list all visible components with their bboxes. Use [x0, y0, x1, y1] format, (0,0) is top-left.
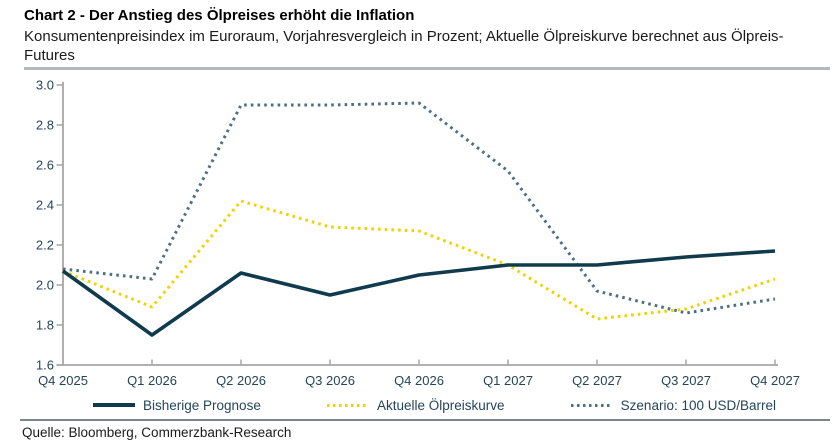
- x-axis-tick-label: Q3 2027: [661, 373, 711, 388]
- legend-label: Szenario: 100 USD/Barrel: [620, 397, 776, 413]
- legend-item-aktuelle-oelpreiskurve: Aktuelle Ölpreiskurve: [326, 397, 505, 413]
- chart-legend: Bisherige Prognose Aktuelle Ölpreiskurve…: [63, 397, 776, 413]
- x-axis-tick-label: Q4 2026: [394, 373, 444, 388]
- line-chart-plot: 3.0 2.8 2.6 2.4 2.2 2.0 1.8 1.6Q4 2025 Q1 2026 Q2…: [36, 78, 800, 389]
- x-axis-tick-label: Q1 2026: [127, 373, 177, 388]
- y-axis-tick-label: 2.8: [36, 118, 54, 133]
- legend-item-bisherige-prognose: Bisherige Prognose: [93, 398, 261, 413]
- x-axis-tick-label: Q1 2027: [483, 373, 533, 388]
- footer-divider: [20, 419, 830, 421]
- legend-label: Bisherige Prognose: [143, 397, 261, 413]
- solid-line-swatch-icon: [93, 403, 135, 407]
- y-axis-tick-label: 3.0: [36, 78, 54, 93]
- chart-title: Chart 2 - Der Anstieg des Ölpreises erhö…: [24, 7, 415, 24]
- source-note: Quelle: Bloomberg, Commerzbank-Research: [22, 425, 292, 440]
- x-axis-tick-label: Q2 2027: [572, 373, 622, 388]
- legend-item-szenario: Szenario: 100 USD/Barrel: [570, 397, 776, 413]
- series-line-2: [62, 101, 776, 315]
- x-axis-tick-label: Q3 2026: [305, 373, 355, 388]
- x-axis-tick-label: Q4 2027: [750, 373, 800, 388]
- legend-label: Aktuelle Ölpreiskurve: [376, 397, 505, 413]
- header-divider: [24, 67, 830, 70]
- y-axis-tick-label: 2.0: [36, 278, 54, 293]
- series-line-1: [62, 199, 776, 321]
- x-axis-tick-label: Q4 2025: [38, 373, 88, 388]
- y-axis-tick-label: 1.8: [36, 318, 54, 333]
- dotted-line-swatch-icon: [326, 403, 369, 407]
- y-axis-tick-label: 2.6: [36, 158, 54, 173]
- y-axis-tick-label: 1.6: [36, 358, 54, 373]
- chart-subtitle: Konsumentenpreisindex im Euroraum, Vorja…: [24, 28, 784, 64]
- series-line-0: [61, 249, 776, 337]
- y-axis-tick-label: 2.4: [36, 198, 54, 213]
- dotted-line-swatch-icon: [570, 403, 613, 407]
- x-axis-tick-label: Q2 2026: [216, 373, 266, 388]
- y-axis-tick-label: 2.2: [36, 238, 54, 253]
